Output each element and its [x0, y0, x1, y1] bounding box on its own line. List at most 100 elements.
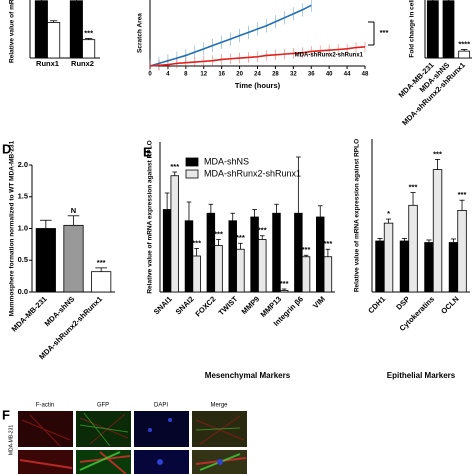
x-tick-label: Runx1: [36, 59, 59, 68]
legend-label: MDA-shNS: [204, 156, 249, 166]
significance: ***: [258, 226, 267, 235]
x-tick-label: CDH1: [366, 294, 387, 315]
bar: [69, 0, 83, 59]
x-tick-label: TWIST: [217, 294, 240, 317]
x-axis-label: Epithelial Markers: [387, 371, 456, 380]
bar: [162, 209, 172, 293]
bar: [448, 242, 459, 293]
significance: ***: [324, 239, 333, 248]
y-axis-label: Scratch Area: [137, 13, 144, 53]
x-tick-label: Runx2: [71, 59, 94, 68]
panel-label: D: [2, 141, 11, 156]
y-axis-label: Relative value of mRNA expression agains…: [354, 139, 361, 292]
image-row-label: MDA-MB-231: [8, 425, 14, 456]
bar: [426, 0, 439, 59]
x-tick-label: 28: [272, 72, 279, 78]
x-tick-label: SNAI1: [152, 294, 174, 316]
significance: N: [71, 206, 76, 215]
bar: [214, 245, 223, 293]
significance: ***: [302, 245, 311, 254]
significance: ***: [84, 29, 93, 38]
bar: [170, 175, 179, 293]
bar: [432, 169, 443, 293]
x-tick-label: 40: [326, 72, 333, 78]
bar: [258, 239, 267, 293]
x-tick-label: 16: [218, 72, 225, 78]
bar: [184, 220, 194, 293]
series-label: MDA-shRunx2-shRunx1: [295, 52, 364, 58]
bar: [47, 22, 61, 59]
micrographs: [18, 411, 247, 474]
bar: [442, 0, 455, 59]
image-column-label: Merge: [210, 403, 228, 409]
bar: [383, 222, 394, 293]
x-tick-label: 0: [148, 72, 152, 78]
bar: [316, 216, 325, 293]
bar: [458, 50, 471, 59]
x-tick-label: 8: [184, 72, 188, 78]
bar: [236, 248, 245, 293]
image-column-label: F-actin: [36, 403, 54, 409]
y-axis-label: Mammosphere formation normalized to WT M…: [9, 140, 16, 316]
bar: [399, 240, 410, 293]
y-axis-label: Relative value of mRNA: [9, 0, 16, 63]
bar: [279, 290, 289, 293]
x-tick-label: 4: [166, 72, 170, 78]
y-tick-label: 0.5: [18, 255, 28, 264]
significance: ***: [409, 183, 418, 192]
y-tick-label: 0.0: [18, 287, 28, 296]
bar: [323, 256, 333, 293]
y-axis-label: Fold change in cell i: [409, 0, 416, 58]
bar: [301, 256, 311, 293]
significance: ***: [97, 258, 106, 267]
y-tick-label: 1.0: [18, 223, 28, 232]
legend-label: MDA-shRunx2-shRunx1: [204, 168, 301, 178]
image-column-label: GFP: [97, 403, 109, 409]
x-tick-label: 48: [362, 72, 369, 78]
x-tick-label: 44: [344, 72, 351, 78]
x-tick-label: VIM: [311, 294, 327, 310]
significance: ***: [192, 238, 201, 247]
bar: [424, 242, 434, 293]
x-tick-label: 12: [200, 72, 207, 78]
bar: [82, 39, 96, 59]
panel-label: F: [2, 407, 10, 422]
legend-swatch: [185, 157, 199, 167]
bar: [34, 0, 48, 59]
x-axis-label: Time (hours): [235, 81, 281, 90]
y-tick-label: 1.5: [18, 192, 28, 201]
significance: ****: [458, 39, 470, 48]
significance: ***: [214, 229, 223, 238]
bar: [91, 271, 112, 293]
x-tick-label: OCLN: [439, 294, 460, 315]
image-column-label: DAPI: [154, 403, 168, 409]
bar: [206, 212, 216, 293]
bar: [375, 240, 385, 293]
panel-label: E: [143, 144, 152, 159]
x-tick-label: 32: [290, 72, 297, 78]
significance: *: [387, 209, 390, 218]
annotation: ***: [380, 28, 389, 37]
x-tick-label: FOXC2: [193, 294, 217, 318]
bar: [457, 209, 467, 293]
y-axis-label: Relative value of mRNA expression agains…: [147, 140, 154, 293]
significance: ***: [236, 233, 245, 242]
bar: [408, 204, 418, 293]
series-line: [149, 46, 366, 67]
bar: [35, 228, 56, 293]
bar: [192, 255, 201, 293]
legend-swatch: [185, 169, 199, 179]
significance: ***: [458, 190, 467, 199]
x-tick-label: 36: [308, 72, 315, 78]
x-tick-label: SNAI2: [174, 294, 196, 316]
x-tick-label: 24: [254, 72, 261, 78]
bar: [63, 224, 84, 293]
y-tick-label: 2.0: [18, 160, 28, 169]
x-tick-label: 20: [236, 72, 243, 78]
x-axis-label: Mesenchymal Markers: [205, 371, 291, 380]
x-tick-label: DSP: [394, 294, 411, 311]
significance: ***: [433, 149, 442, 158]
significance: ***: [170, 162, 179, 171]
significance: ***: [280, 279, 289, 288]
